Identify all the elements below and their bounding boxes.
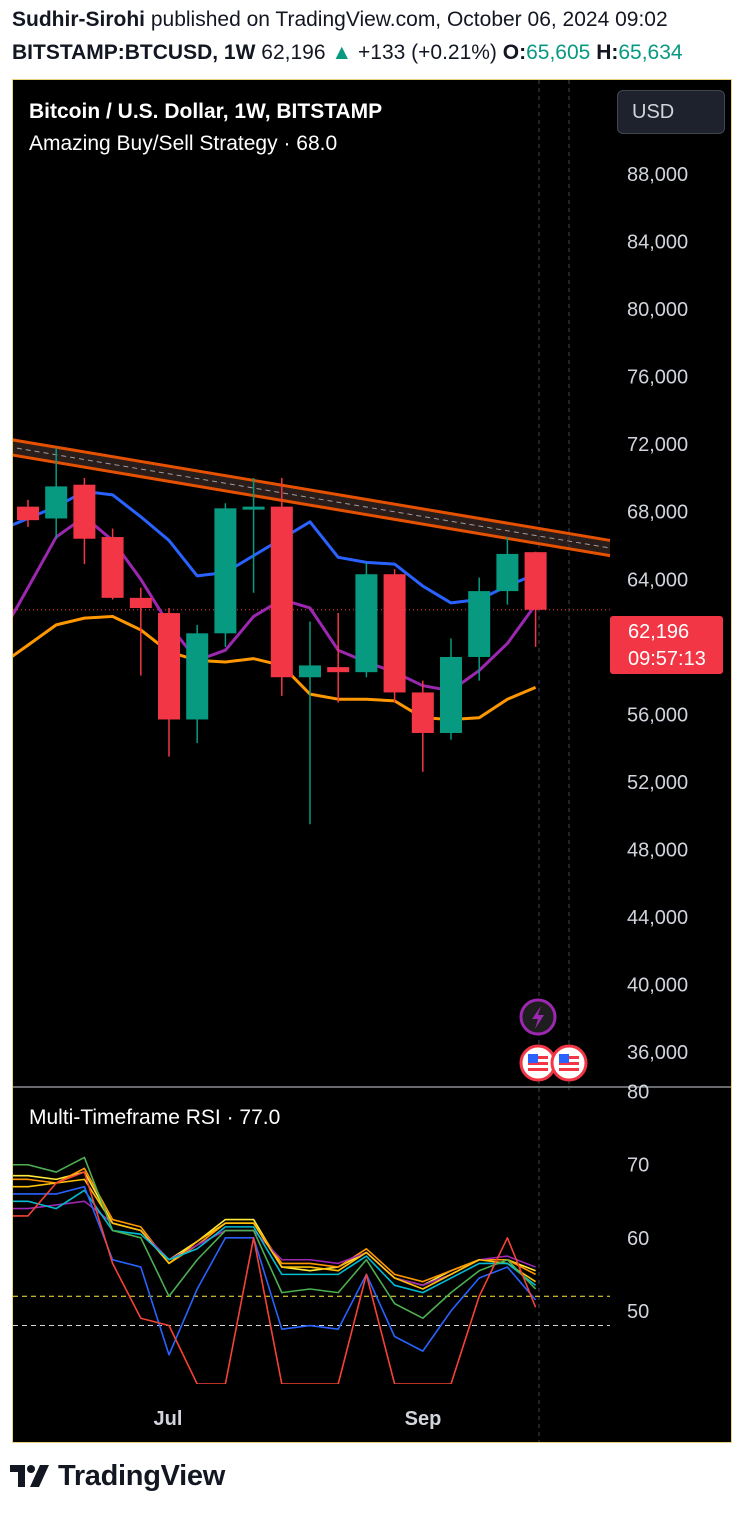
time-tick-label: Jul <box>154 1408 183 1430</box>
publish-info: Sudhir-Sirohi published on TradingView.c… <box>12 8 668 32</box>
candle[interactable] <box>411 680 434 772</box>
candle-body <box>299 665 321 678</box>
open-label: O: <box>502 41 527 64</box>
rsi-legend[interactable]: Multi-Timeframe RSI · 77.0 <box>29 1106 281 1129</box>
candle-body <box>242 506 265 510</box>
chart-frame[interactable]: 36,00040,00044,00048,00052,00056,00060,0… <box>12 79 732 1443</box>
symbol-name: BITSTAMP:BTCUSD, 1W <box>12 41 256 64</box>
candle[interactable] <box>214 503 237 647</box>
rsi-tick-label: 50 <box>627 1301 649 1323</box>
rsi-series-7[interactable] <box>13 1185 537 1356</box>
us-flag-event-icon[interactable] <box>519 1044 557 1082</box>
last-price-label: 62,196 09:57:13 <box>610 616 723 674</box>
bar-countdown: 09:57:13 <box>628 648 706 670</box>
rsi-series-3[interactable] <box>13 1200 536 1287</box>
high-value: 65,634 <box>618 41 683 64</box>
price-tick-label: 84,000 <box>627 231 688 253</box>
time-tick-label: Sep <box>405 1408 442 1430</box>
candle[interactable] <box>496 537 519 605</box>
candle[interactable] <box>299 621 321 825</box>
tradingview-logo[interactable]: TradingView <box>10 1460 225 1493</box>
candle-body <box>214 508 237 634</box>
rsi-tick-label: 60 <box>627 1228 649 1250</box>
price-tick-label: 36,000 <box>627 1042 688 1064</box>
author-name[interactable]: Sudhir-Sirohi <box>12 8 145 31</box>
candle-body <box>440 656 462 733</box>
candle[interactable] <box>158 607 180 757</box>
rsi-series-8[interactable] <box>13 1171 537 1384</box>
candle[interactable] <box>270 477 293 696</box>
candle[interactable] <box>129 587 152 676</box>
candle[interactable] <box>383 569 406 703</box>
event-markers[interactable] <box>519 998 588 1082</box>
candle[interactable] <box>45 447 68 539</box>
candle[interactable] <box>17 499 39 527</box>
open-value: 65,605 <box>526 41 591 64</box>
chart-canvas[interactable]: 36,00040,00044,00048,00052,00056,00060,0… <box>13 80 731 1442</box>
trend-channel-lower[interactable] <box>13 453 611 558</box>
last-price-value: 62,196 <box>628 621 690 643</box>
candle[interactable] <box>73 477 96 565</box>
candle-body <box>270 506 293 678</box>
candle-body <box>524 552 547 610</box>
candle[interactable] <box>355 562 378 678</box>
tradingview-wordmark: TradingView <box>58 1460 225 1492</box>
price-tick-label: 80,000 <box>627 299 688 321</box>
indicator-legend[interactable]: Amazing Buy/Sell Strategy · 68.0 <box>29 132 338 155</box>
candle[interactable] <box>327 613 350 703</box>
candle-body <box>411 692 434 733</box>
candle[interactable] <box>440 638 462 740</box>
last-price: 62,196 <box>261 41 326 64</box>
trend-channel-upper[interactable] <box>13 438 611 542</box>
candle-body <box>496 553 519 592</box>
symbol-info-bar: BITSTAMP:BTCUSD, 1W 62,196 ▲ +133 (+0.21… <box>12 41 683 65</box>
high-label: H: <box>596 41 619 64</box>
price-tick-label: 64,000 <box>627 569 688 591</box>
candle[interactable] <box>101 528 124 600</box>
symbol-legend[interactable]: Bitcoin / U.S. Dollar, 1W, BITSTAMP <box>29 100 383 123</box>
tradingview-logo-icon <box>10 1464 49 1487</box>
rsi-lines <box>13 1156 537 1384</box>
price-tick-label: 88,000 <box>627 164 688 186</box>
price-tick-label: 56,000 <box>627 704 688 726</box>
published-text: published on TradingView.com, October 06… <box>150 8 668 31</box>
candle-body <box>129 597 152 608</box>
rsi-series-6[interactable] <box>13 1156 537 1320</box>
candle-body <box>158 613 180 720</box>
us-flag-event-icon-2[interactable] <box>550 1044 588 1082</box>
candle-body <box>327 667 350 673</box>
candle[interactable] <box>242 477 265 593</box>
price-tick-label: 48,000 <box>627 840 688 862</box>
price-tick-label: 52,000 <box>627 772 688 794</box>
candle-body <box>186 633 209 720</box>
currency-button[interactable]: USD <box>617 90 725 134</box>
candle-body <box>45 486 68 519</box>
candle[interactable] <box>524 551 547 647</box>
candle-body <box>73 484 96 539</box>
candle-body <box>383 574 406 693</box>
price-tick-label: 72,000 <box>627 434 688 456</box>
trend-channel-mid <box>13 447 611 549</box>
up-triangle-icon: ▲ <box>331 41 353 64</box>
rsi-tick-label: 70 <box>627 1155 649 1177</box>
candle[interactable] <box>186 624 209 744</box>
lightning-event-icon[interactable] <box>519 998 557 1036</box>
candle-body <box>468 591 491 657</box>
candle-body <box>17 506 39 521</box>
rsi-series-2[interactable] <box>13 1167 536 1283</box>
price-change: +133 (+0.21%) <box>358 41 497 64</box>
price-tick-label: 44,000 <box>627 907 688 929</box>
price-tick-label: 76,000 <box>627 367 688 389</box>
price-tick-label: 68,000 <box>627 502 688 524</box>
candle[interactable] <box>468 577 491 681</box>
price-tick-label: 40,000 <box>627 975 688 997</box>
rsi-tick-label: 80 <box>627 1082 649 1104</box>
candle-body <box>101 537 124 598</box>
candle-body <box>355 574 378 673</box>
